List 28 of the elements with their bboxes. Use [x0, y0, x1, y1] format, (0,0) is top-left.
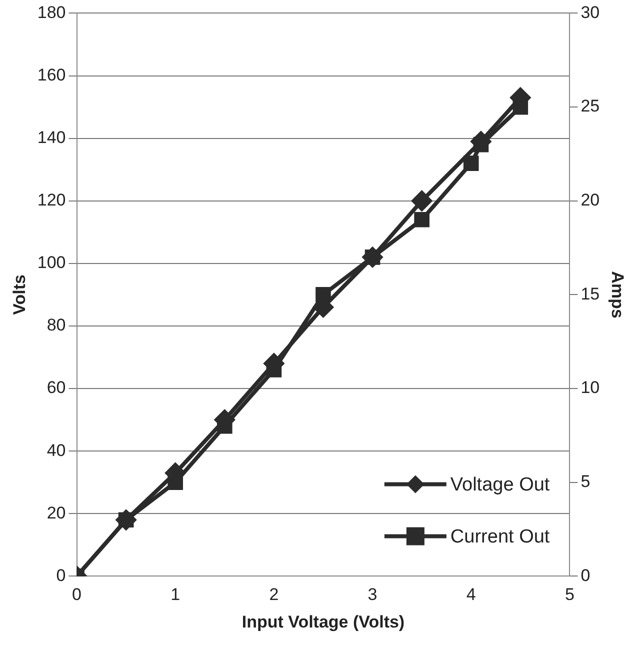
y-tick-label: 40: [46, 440, 66, 460]
y-tick-label: 80: [46, 316, 66, 335]
x-tick-label: 1: [170, 585, 180, 604]
y-tick-label: 20: [46, 503, 66, 522]
x-tick-label: 4: [466, 585, 476, 604]
y-tick-label: 180: [37, 2, 66, 22]
y-tick-label: 160: [37, 65, 66, 84]
x-tick-label: 3: [368, 585, 378, 604]
x-tick-label: 2: [269, 585, 279, 604]
y-axis-title: Volts: [10, 274, 29, 315]
y2-tick-label: 0: [580, 566, 590, 585]
legend-label: Current Out: [450, 526, 550, 548]
legend-label: Voltage Out: [450, 474, 550, 496]
y-tick-label: 60: [46, 378, 66, 398]
x-tick-label: 5: [564, 585, 574, 604]
y2-tick-label: 30: [580, 2, 600, 22]
y2-tick-label: 25: [580, 96, 600, 116]
y-tick-label: 100: [37, 253, 66, 272]
y-tick-label: 0: [56, 566, 66, 585]
y2-tick-label: 5: [580, 472, 590, 492]
y2-tick-label: 20: [580, 190, 600, 210]
y-tick-label: 140: [37, 128, 66, 147]
y2-axis-title: Amps: [608, 271, 628, 318]
y2-tick-label: 10: [580, 378, 600, 398]
x-axis-title: Input Voltage (Volts): [242, 612, 405, 632]
x-tick-label: 0: [72, 585, 82, 604]
y2-tick-label: 15: [580, 284, 600, 304]
y-tick-label: 120: [37, 190, 66, 210]
